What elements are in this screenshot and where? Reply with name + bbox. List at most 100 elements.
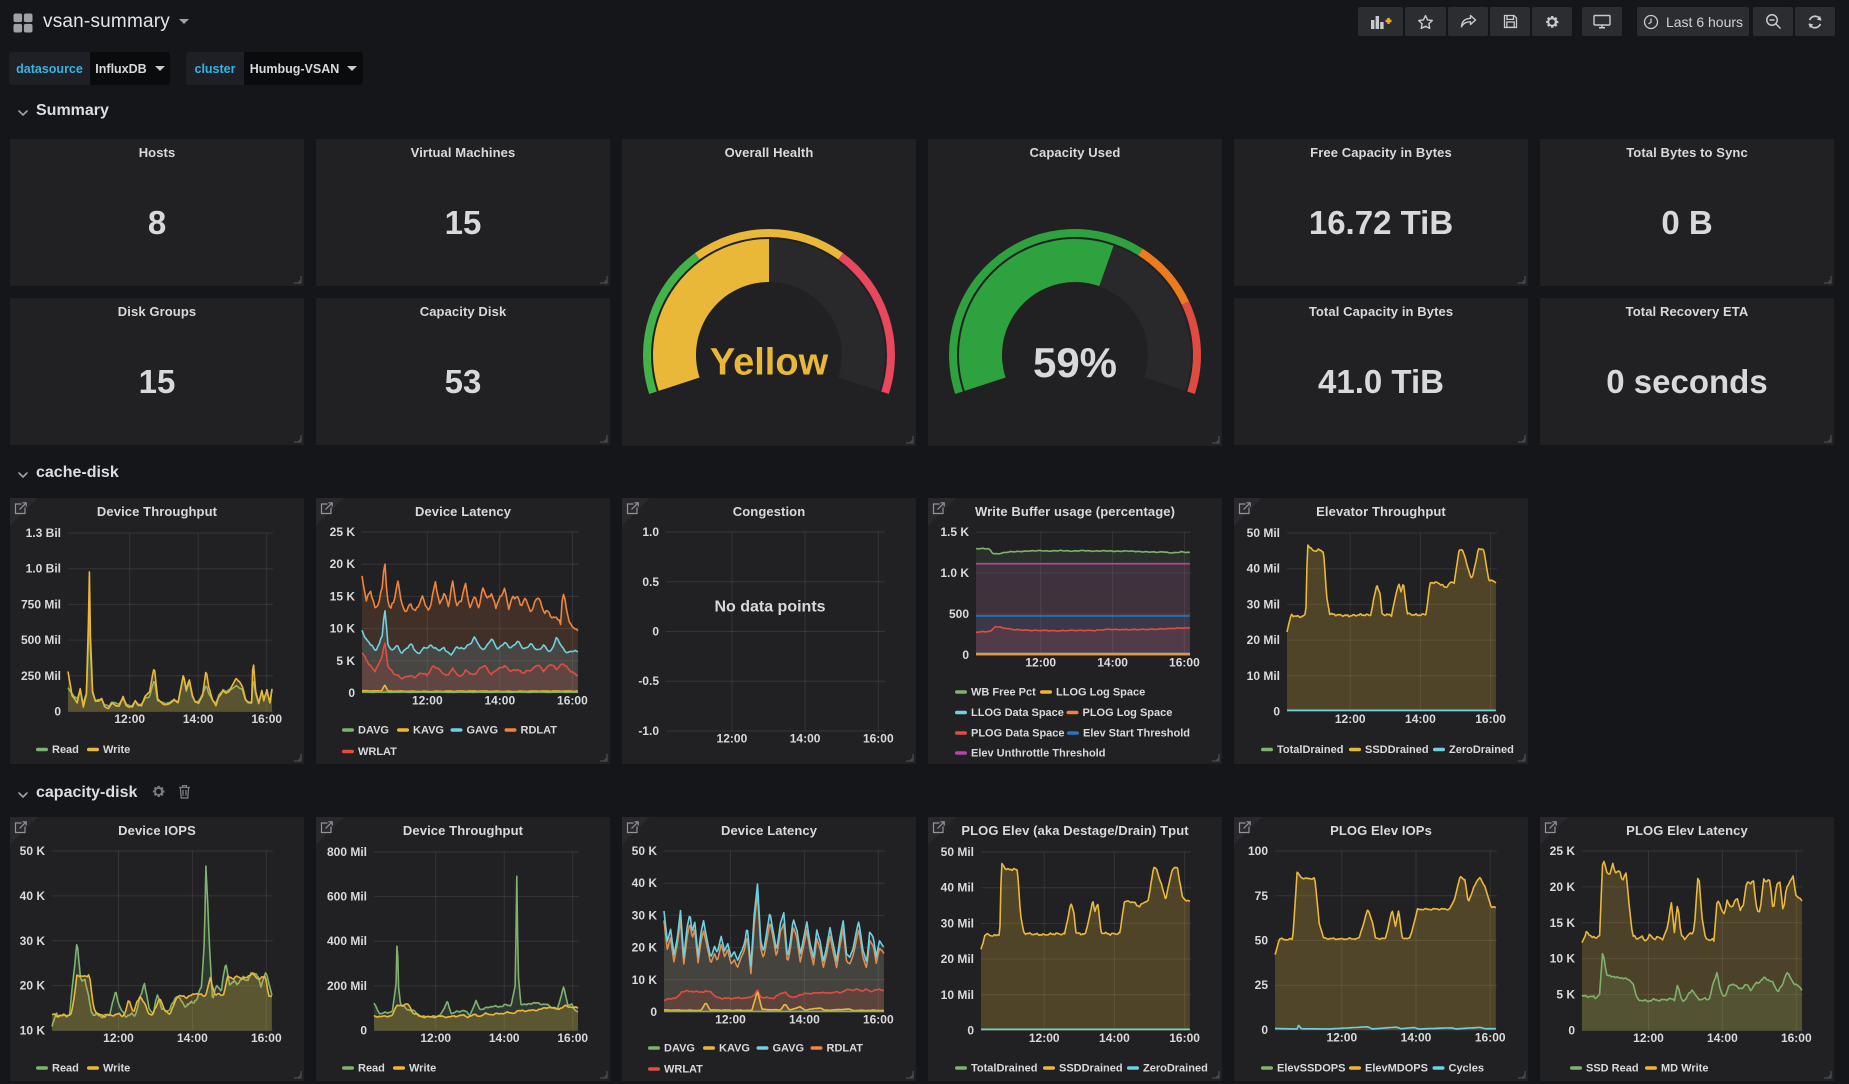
svg-text:PLOG Log Space: PLOG Log Space [1083, 707, 1173, 719]
svg-text:12:00: 12:00 [1335, 712, 1366, 726]
svg-text:15 K: 15 K [1550, 916, 1576, 930]
svg-text:0: 0 [1568, 1024, 1575, 1038]
svg-text:75: 75 [1255, 889, 1269, 903]
svg-text:25 K: 25 K [330, 525, 356, 539]
svg-text:16:00: 16:00 [1169, 656, 1200, 670]
svg-text:1.5 K: 1.5 K [940, 525, 969, 539]
svg-text:1.0: 1.0 [642, 525, 659, 539]
svg-text:50 Mil: 50 Mil [941, 845, 974, 859]
svg-text:40 K: 40 K [20, 889, 46, 903]
svg-text:25: 25 [1255, 978, 1269, 992]
svg-text:10 K: 10 K [330, 622, 356, 636]
svg-text:14:00: 14:00 [484, 694, 515, 708]
svg-text:16:00: 16:00 [251, 1031, 282, 1045]
svg-text:0: 0 [1261, 1023, 1268, 1037]
svg-text:KAVG: KAVG [719, 1043, 750, 1055]
svg-text:14:00: 14:00 [1099, 1031, 1130, 1045]
svg-text:14:00: 14:00 [1097, 656, 1128, 670]
svg-text:Write: Write [409, 1063, 436, 1075]
svg-text:ElevMDOPS: ElevMDOPS [1365, 1063, 1428, 1075]
svg-text:TotalDrained: TotalDrained [971, 1063, 1037, 1075]
svg-text:LLOG Log Space: LLOG Log Space [1056, 687, 1145, 699]
svg-text:16:00: 16:00 [1781, 1031, 1812, 1045]
svg-text:GAVG: GAVG [773, 1043, 805, 1055]
svg-text:10 K: 10 K [1550, 952, 1576, 966]
svg-text:16:00: 16:00 [863, 732, 894, 746]
svg-text:12:00: 12:00 [1326, 1031, 1357, 1045]
svg-text:20 K: 20 K [330, 557, 356, 571]
svg-text:5 K: 5 K [1556, 988, 1575, 1002]
svg-text:16:00: 16:00 [1475, 1031, 1506, 1045]
svg-text:Write: Write [103, 744, 130, 756]
svg-text:200 Mil: 200 Mil [327, 979, 367, 993]
svg-text:5 K: 5 K [336, 654, 355, 668]
svg-text:30 Mil: 30 Mil [1247, 597, 1280, 611]
svg-text:20 K: 20 K [1550, 880, 1576, 894]
svg-text:16:00: 16:00 [557, 694, 588, 708]
svg-text:-0.5: -0.5 [638, 674, 659, 688]
svg-text:16:00: 16:00 [863, 1013, 894, 1027]
svg-text:Elev Unthrottle Threshold: Elev Unthrottle Threshold [971, 748, 1105, 760]
svg-text:DAVG: DAVG [358, 725, 389, 737]
svg-text:1.0 Bil: 1.0 Bil [26, 562, 61, 576]
svg-text:0.5: 0.5 [642, 575, 659, 589]
svg-text:-1.0: -1.0 [638, 724, 659, 738]
svg-text:600 Mil: 600 Mil [327, 890, 367, 904]
svg-text:1.3 Bil: 1.3 Bil [26, 526, 61, 540]
svg-text:No data points: No data points [714, 599, 825, 616]
svg-text:500 Mil: 500 Mil [21, 633, 61, 647]
svg-text:16:00: 16:00 [557, 1031, 588, 1045]
svg-text:14:00: 14:00 [489, 1031, 520, 1045]
svg-text:RDLAT: RDLAT [827, 1043, 864, 1055]
svg-text:16:00: 16:00 [1475, 712, 1506, 726]
svg-text:14:00: 14:00 [177, 1031, 208, 1045]
svg-text:ZeroDrained: ZeroDrained [1143, 1063, 1208, 1075]
svg-text:0: 0 [1273, 705, 1280, 719]
svg-text:WRLAT: WRLAT [358, 746, 397, 758]
svg-text:30 Mil: 30 Mil [941, 916, 974, 930]
svg-text:12:00: 12:00 [1029, 1031, 1060, 1045]
svg-text:Read: Read [52, 1063, 79, 1075]
svg-text:20 K: 20 K [632, 941, 658, 955]
svg-text:800 Mil: 800 Mil [327, 845, 367, 859]
svg-text:GAVG: GAVG [467, 725, 499, 737]
svg-text:10 K: 10 K [20, 1024, 46, 1038]
svg-text:12:00: 12:00 [1025, 656, 1056, 670]
svg-text:30 K: 30 K [20, 934, 46, 948]
svg-text:0: 0 [360, 1024, 367, 1038]
svg-text:12:00: 12:00 [715, 1013, 746, 1027]
svg-text:14:00: 14:00 [790, 732, 821, 746]
svg-text:0: 0 [967, 1024, 974, 1038]
svg-text:1.0 K: 1.0 K [940, 566, 969, 580]
svg-text:12:00: 12:00 [717, 732, 748, 746]
svg-text:14:00: 14:00 [1707, 1031, 1738, 1045]
svg-text:TotalDrained: TotalDrained [1277, 744, 1343, 756]
svg-text:14:00: 14:00 [1401, 1031, 1432, 1045]
svg-text:SSDDrained: SSDDrained [1059, 1063, 1123, 1075]
svg-text:20 Mil: 20 Mil [1247, 633, 1280, 647]
svg-text:30 K: 30 K [632, 908, 658, 922]
svg-text:SSDDrained: SSDDrained [1365, 744, 1429, 756]
svg-text:Read: Read [52, 744, 79, 756]
svg-text:0: 0 [652, 625, 659, 639]
svg-text:16:00: 16:00 [251, 712, 282, 726]
svg-text:DAVG: DAVG [664, 1043, 695, 1055]
svg-text:0: 0 [650, 1005, 657, 1019]
svg-text:14:00: 14:00 [183, 712, 214, 726]
svg-text:400 Mil: 400 Mil [327, 934, 367, 948]
svg-text:WB Free Pct: WB Free Pct [971, 687, 1036, 699]
svg-text:PLOG Data Space: PLOG Data Space [971, 728, 1065, 740]
svg-text:12:00: 12:00 [114, 712, 145, 726]
svg-text:12:00: 12:00 [1633, 1031, 1664, 1045]
svg-text:KAVG: KAVG [413, 725, 444, 737]
svg-text:15 K: 15 K [330, 589, 356, 603]
svg-text:50 Mil: 50 Mil [1247, 526, 1280, 540]
svg-text:14:00: 14:00 [1405, 712, 1436, 726]
svg-text:RDLAT: RDLAT [521, 725, 558, 737]
svg-text:10 Mil: 10 Mil [941, 988, 974, 1002]
svg-text:16:00: 16:00 [1169, 1031, 1200, 1045]
svg-text:MD Write: MD Write [1661, 1063, 1708, 1075]
svg-text:10 Mil: 10 Mil [1247, 669, 1280, 683]
svg-text:10 K: 10 K [632, 973, 658, 987]
svg-text:ElevSSDOPS: ElevSSDOPS [1277, 1063, 1345, 1075]
